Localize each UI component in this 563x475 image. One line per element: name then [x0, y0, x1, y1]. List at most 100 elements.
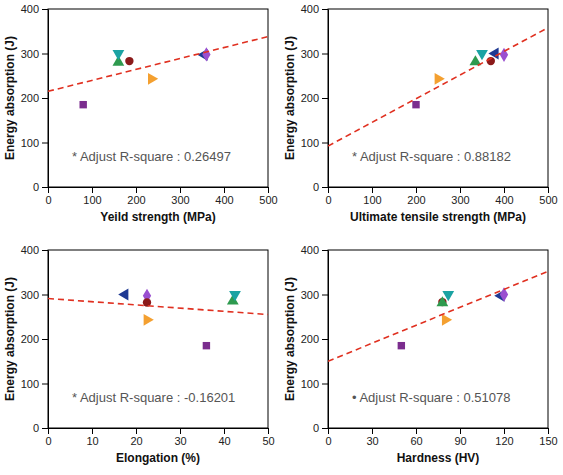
- x-tick: 400: [495, 187, 513, 206]
- y-tick: 200: [301, 92, 328, 104]
- y-tick-mark: [42, 250, 48, 251]
- x-tick: 200: [407, 187, 425, 206]
- y-axis: 0100200300400: [301, 244, 329, 434]
- y-tick-mark: [42, 9, 48, 10]
- y-tick: 300: [21, 289, 48, 301]
- x-tick-label: 500: [259, 194, 277, 206]
- panel: 01002003004005000100200300400Yeild stren…: [3, 3, 278, 224]
- x-tick: 30: [174, 428, 186, 447]
- panel: 010203040500100200300400Elongation (%)En…: [3, 244, 275, 465]
- plot-frame: [328, 9, 548, 187]
- y-tick: 100: [21, 137, 48, 149]
- x-tick: 50: [262, 428, 274, 447]
- x-tick: 300: [171, 187, 189, 206]
- x-tick: 0: [325, 187, 331, 206]
- x-tick-mark: [460, 428, 461, 434]
- x-tick: 100: [83, 187, 101, 206]
- x-tick-label: 10: [86, 435, 98, 447]
- x-tick-mark: [180, 428, 181, 434]
- x-axis: 0100200300400500: [45, 187, 277, 206]
- y-tick-label: 200: [21, 333, 39, 345]
- y-tick-label: 200: [301, 333, 319, 345]
- x-tick: 400: [215, 187, 233, 206]
- data-point: [229, 291, 241, 301]
- x-axis-title: Ultimate tensile strength (MPa): [350, 210, 526, 224]
- y-tick-label: 100: [21, 137, 39, 149]
- x-tick-label: 60: [410, 435, 422, 447]
- x-tick-mark: [372, 187, 373, 193]
- data-point: [442, 314, 452, 326]
- x-tick-mark: [504, 187, 505, 193]
- x-tick: 500: [259, 187, 277, 206]
- x-tick: 30: [366, 428, 378, 447]
- x-tick-mark: [224, 428, 225, 434]
- panel: 01002003004005000100200300400Ultimate te…: [283, 3, 558, 224]
- plot-area: [328, 271, 548, 361]
- x-tick-mark: [48, 187, 49, 193]
- x-tick-label: 30: [174, 435, 186, 447]
- y-tick: 100: [301, 378, 328, 390]
- fit-line: [328, 271, 548, 361]
- y-axis: 0100200300400: [21, 244, 49, 434]
- x-tick: 0: [45, 428, 51, 447]
- x-tick-label: 500: [539, 194, 557, 206]
- y-tick-mark: [322, 54, 328, 55]
- y-tick: 0: [313, 181, 328, 193]
- data-point: [118, 289, 128, 301]
- x-tick: 200: [127, 187, 145, 206]
- x-tick-label: 30: [366, 435, 378, 447]
- data-point: [79, 101, 86, 108]
- y-tick-label: 400: [301, 3, 319, 15]
- x-tick-mark: [548, 187, 549, 193]
- data-point: [203, 342, 210, 349]
- x-tick-mark: [372, 428, 373, 434]
- x-tick: 150: [539, 428, 557, 447]
- x-tick-label: 150: [539, 435, 557, 447]
- y-axis-title: Energy absorption (J): [3, 277, 17, 401]
- plot-frame: [48, 250, 268, 428]
- x-tick-label: 400: [495, 194, 513, 206]
- y-tick: 0: [33, 422, 48, 434]
- data-point: [113, 50, 125, 60]
- y-tick-mark: [322, 187, 328, 188]
- x-axis: 0306090120150: [325, 428, 557, 447]
- y-tick-label: 0: [313, 422, 319, 434]
- annotation: * Adjust R-square : 0.88182: [352, 149, 511, 164]
- y-axis-title: Energy absorption (J): [3, 36, 17, 160]
- x-tick-label: 100: [363, 194, 381, 206]
- y-tick: 400: [301, 3, 328, 15]
- x-tick: 90: [454, 428, 466, 447]
- y-tick-mark: [322, 384, 328, 385]
- x-tick: 20: [130, 428, 142, 447]
- y-tick-mark: [322, 98, 328, 99]
- y-tick-mark: [42, 428, 48, 429]
- plot-area: [328, 28, 548, 146]
- x-tick: 100: [363, 187, 381, 206]
- y-tick-mark: [322, 339, 328, 340]
- y-tick-label: 100: [301, 378, 319, 390]
- y-axis: 0100200300400: [301, 3, 329, 193]
- y-axis-title: Energy absorption (J): [283, 36, 297, 160]
- x-tick-label: 300: [171, 194, 189, 206]
- y-tick-label: 200: [21, 92, 39, 104]
- data-point: [476, 50, 488, 60]
- y-tick-label: 100: [301, 137, 319, 149]
- x-axis-title: Elongation (%): [116, 451, 200, 465]
- plot-area: [48, 289, 268, 350]
- x-axis-title: Hardness (HV): [397, 451, 480, 465]
- y-tick-label: 400: [21, 244, 39, 256]
- data-point: [412, 101, 419, 108]
- x-tick-label: 50: [262, 435, 274, 447]
- data-point: [125, 57, 133, 65]
- x-tick-label: 100: [83, 194, 101, 206]
- annotation: * Adjust R-square : 0.26497: [72, 149, 231, 164]
- y-tick: 300: [21, 48, 48, 60]
- x-tick: 60: [410, 428, 422, 447]
- fit-line: [48, 37, 268, 92]
- x-tick-mark: [328, 428, 329, 434]
- x-axis: 0100200300400500: [325, 187, 557, 206]
- y-axis: 0100200300400: [21, 3, 49, 193]
- x-tick-mark: [328, 187, 329, 193]
- x-tick-mark: [136, 428, 137, 434]
- y-tick: 300: [301, 289, 328, 301]
